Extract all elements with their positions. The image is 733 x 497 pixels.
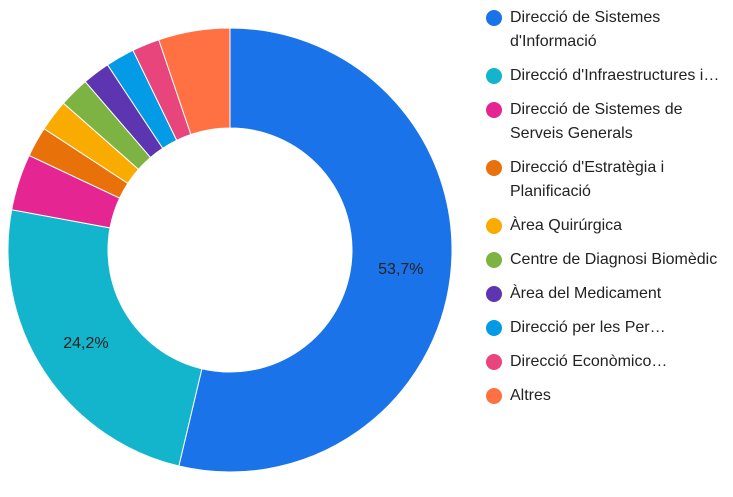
legend-swatch: [486, 102, 502, 118]
legend-item: Direcció per les Per…: [486, 316, 731, 340]
legend-label: Direcció de Sistemes de Serveis Generals: [510, 101, 683, 142]
legend-swatch: [486, 218, 502, 234]
legend-label: Centre de Diagnosi Biomèdic: [510, 251, 718, 268]
donut-slice: [7, 209, 203, 467]
legend-label: Direcció d'Estratègia i Planificació: [510, 159, 665, 200]
legend-swatch: [486, 354, 502, 370]
legend-item: Direcció d'Infraestructures i…: [486, 64, 731, 88]
legend-item: Centre de Diagnosi Biomèdic: [486, 248, 731, 272]
legend-label: Àrea del Medicament: [510, 285, 662, 302]
legend-label: Direcció per les Per…: [510, 319, 666, 336]
legend-label: Direcció de Sistemes d'Informació: [510, 9, 661, 50]
legend-swatch: [486, 286, 502, 302]
legend-item: Àrea Quirúrgica: [486, 214, 731, 238]
legend-swatch: [486, 388, 502, 404]
legend-item: Direcció Econòmico…: [486, 350, 731, 374]
legend-swatch: [486, 68, 502, 84]
data-label: 53,7%: [378, 261, 423, 278]
donut-slice: [158, 27, 231, 136]
donut-slice: [178, 27, 453, 473]
legend-swatch: [486, 252, 502, 268]
legend-swatch: [486, 320, 502, 336]
legend-label: Direcció d'Infraestructures i…: [510, 67, 720, 84]
legend-swatch: [486, 10, 502, 26]
legend-item: Direcció d'Estratègia i Planificació: [486, 156, 731, 204]
data-label: 24,2%: [63, 335, 108, 352]
legend-item: Àrea del Medicament: [486, 282, 731, 306]
legend-item: Direcció de Sistemes d'Informació: [486, 6, 731, 54]
legend-item: Direcció de Sistemes de Serveis Generals: [486, 98, 731, 146]
legend-label: Altres: [510, 387, 551, 404]
legend-label: Direcció Econòmico…: [510, 353, 668, 370]
legend: Direcció de Sistemes d'Informació Direcci…: [486, 6, 731, 418]
legend-swatch: [486, 160, 502, 176]
legend-item: Altres: [486, 384, 731, 408]
legend-label: Àrea Quirúrgica: [510, 217, 623, 234]
